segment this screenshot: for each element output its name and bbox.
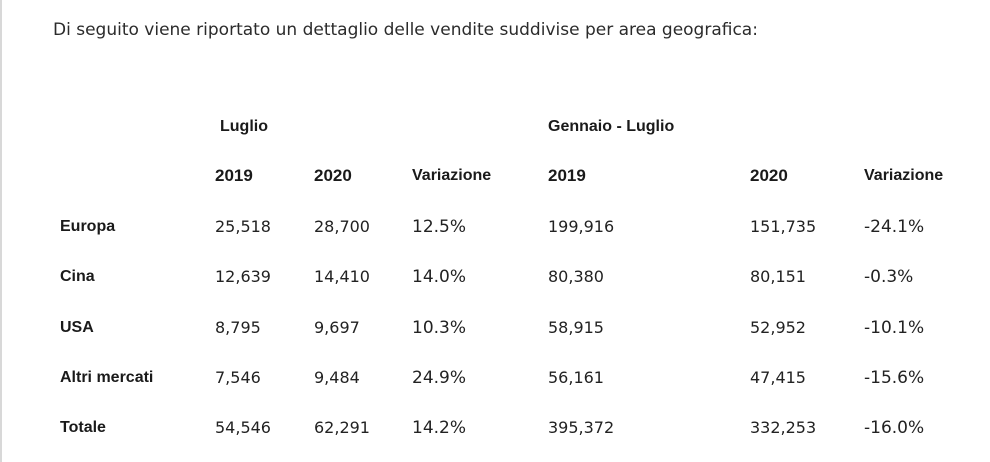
table-cell: 12.5% [412, 217, 467, 237]
table-cell: 80,380 [548, 267, 604, 286]
column-header-luglio-2020: 2020 [314, 166, 352, 185]
column-header-luglio-2019: 2019 [215, 166, 253, 185]
table-cell: 58,915 [548, 318, 604, 337]
row-label-europa: Europa [60, 218, 116, 235]
row-label-cina: Cina [60, 268, 95, 285]
table-cell: 24.9% [412, 368, 467, 388]
column-header-ytd-variazione: Variazione [864, 167, 944, 184]
table-cell: -24.1% [864, 217, 925, 237]
table-cell: 14.0% [412, 267, 467, 287]
table-cell: 9,484 [314, 368, 360, 387]
row-label-usa: USA [60, 319, 94, 336]
table-cell: 12,639 [215, 267, 271, 286]
left-border [0, 0, 2, 462]
table-cell: 395,372 [548, 418, 615, 437]
table-cell: 28,700 [314, 217, 370, 236]
table-cell: -15.6% [864, 368, 925, 388]
table-cell: 80,151 [750, 267, 806, 286]
table-cell: 199,916 [548, 217, 615, 236]
table-cell: 9,697 [314, 318, 360, 337]
row-label-altri-mercati: Altri mercati [60, 369, 154, 386]
column-header-ytd-2020: 2020 [750, 166, 788, 185]
row-label-totale: Totale [60, 419, 106, 436]
table-cell: -10.1% [864, 318, 925, 338]
column-header-luglio-variazione: Variazione [412, 167, 492, 184]
table-cell: 151,735 [750, 217, 817, 236]
table-cell: 56,161 [548, 368, 604, 387]
intro-text: Di seguito viene riportato un dettaglio … [53, 20, 758, 40]
table-cell: -0.3% [864, 267, 914, 287]
table-cell: 25,518 [215, 217, 271, 236]
column-header-ytd-2019: 2019 [548, 166, 586, 185]
table-cell: 14.2% [412, 418, 467, 438]
group-header-gennaio-luglio: Gennaio - Luglio [548, 118, 675, 135]
table-cell: 10.3% [412, 318, 467, 338]
table-cell: 52,952 [750, 318, 806, 337]
table-cell: 47,415 [750, 368, 806, 387]
table-cell: 54,546 [215, 418, 271, 437]
table-cell: 7,546 [215, 368, 261, 387]
table-cell: -16.0% [864, 418, 925, 438]
table-cell: 14,410 [314, 267, 370, 286]
table-cell: 8,795 [215, 318, 261, 337]
group-header-luglio: Luglio [220, 118, 268, 135]
table-cell: 62,291 [314, 418, 370, 437]
table-cell: 332,253 [750, 418, 817, 437]
